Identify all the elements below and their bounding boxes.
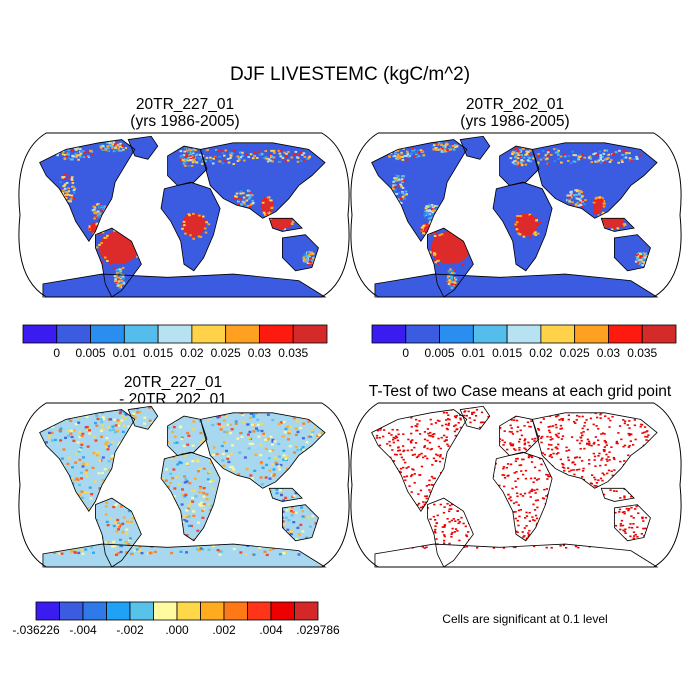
colorbar-swatch	[82, 601, 107, 621]
panel-1-title-line2: (yrs 1986-2005)	[130, 113, 240, 130]
colorbar-label: 0.025	[560, 346, 590, 360]
colorbar-label: 0.015	[143, 346, 173, 360]
map-panel-2	[350, 132, 682, 298]
colorbar-label: 0.035	[627, 346, 657, 360]
colorbar-swatch	[35, 601, 60, 621]
colorbar-label: .029786	[296, 623, 340, 637]
colorbar-swatch	[540, 324, 576, 344]
colorbar-difference: -.036226 -.004 -.002 .000 .002 .004 .029786	[12, 601, 340, 637]
colorbar-label: 0	[402, 346, 409, 360]
panel-2-title: 20TR_202_01 (yrs 1986-2005)	[370, 96, 660, 130]
colorbar-swatch	[223, 601, 248, 621]
colorbar-label: .000	[165, 623, 189, 637]
panel-2-title-line1: 20TR_202_01	[465, 96, 565, 113]
colorbar-swatch	[270, 601, 295, 621]
colorbar-label: -.002	[116, 623, 144, 637]
colorbar-swatch	[225, 324, 260, 344]
colorbar-swatch	[292, 324, 328, 344]
colorbar-label: 0.03	[248, 346, 272, 360]
colorbar-swatch	[106, 601, 131, 621]
colorbar-swatch	[294, 601, 319, 621]
colorbar-label: 0.035	[278, 346, 308, 360]
colorbar-label: 0.015	[492, 346, 522, 360]
colorbar-label: 0.025	[211, 346, 241, 360]
colorbar-swatch	[90, 324, 125, 344]
panel-1-title: 20TR_227_01 (yrs 1986-2005)	[40, 96, 330, 130]
map-panel-3	[18, 402, 350, 568]
colorbar-label: 0.01	[113, 346, 137, 360]
colorbar-swatch	[129, 601, 154, 621]
colorbar-swatch	[56, 324, 91, 344]
significance-note: Cells are significant at 0.1 level	[442, 612, 608, 626]
colorbar-swatch	[153, 601, 178, 621]
colorbar-swatch	[191, 324, 227, 344]
colorbar-swatch	[157, 324, 193, 344]
colorbar-swatch	[405, 324, 440, 344]
map-panel-1	[18, 132, 350, 298]
colorbar-swatch	[439, 324, 474, 344]
panel-1-title-line1: 20TR_227_01	[135, 96, 235, 113]
colorbar-label: -.004	[69, 623, 97, 637]
colorbar-panel-1: 0 0.005 0.01 0.015 0.02 0.025 0.03 0.035	[22, 324, 328, 360]
panel-2-title-line2: (yrs 1986-2005)	[460, 113, 570, 130]
colorbar-swatch	[247, 601, 272, 621]
colorbar-label: 0	[53, 346, 60, 360]
colorbar-swatch	[371, 324, 407, 344]
panel-3-title-line1: 20TR_227_01	[123, 374, 223, 391]
colorbar-swatch	[59, 601, 84, 621]
map-panel-4	[350, 402, 682, 568]
colorbar-label: 0.005	[425, 346, 455, 360]
colorbar-swatch	[200, 601, 225, 621]
colorbar-swatch	[259, 324, 294, 344]
colorbar-swatch	[176, 601, 201, 621]
colorbar-label: .002	[212, 623, 236, 637]
colorbar-panel-2: 0 0.005 0.01 0.015 0.02 0.025 0.03 0.035	[371, 324, 677, 360]
colorbar-swatch	[472, 324, 508, 344]
colorbar-label: 0.03	[597, 346, 621, 360]
colorbar-swatch	[574, 324, 609, 344]
panel-4-title: T-Test of two Case means at each grid po…	[355, 383, 685, 400]
colorbar-swatch	[22, 324, 58, 344]
colorbar-swatch	[123, 324, 159, 344]
colorbar-swatch	[641, 324, 677, 344]
colorbar-label: 0.02	[180, 346, 204, 360]
panel-4-title-line1: T-Test of two Case means at each grid po…	[368, 383, 672, 400]
colorbar-swatch	[506, 324, 542, 344]
colorbar-label: 0.02	[529, 346, 553, 360]
colorbar-label: -.036226	[12, 623, 60, 637]
colorbar-label: 0.005	[76, 346, 106, 360]
colorbar-swatch	[608, 324, 643, 344]
main-title: DJF LIVESTEMC (kgC/m^2)	[229, 64, 471, 85]
colorbar-label: .004	[259, 623, 283, 637]
colorbar-label: 0.01	[462, 346, 486, 360]
